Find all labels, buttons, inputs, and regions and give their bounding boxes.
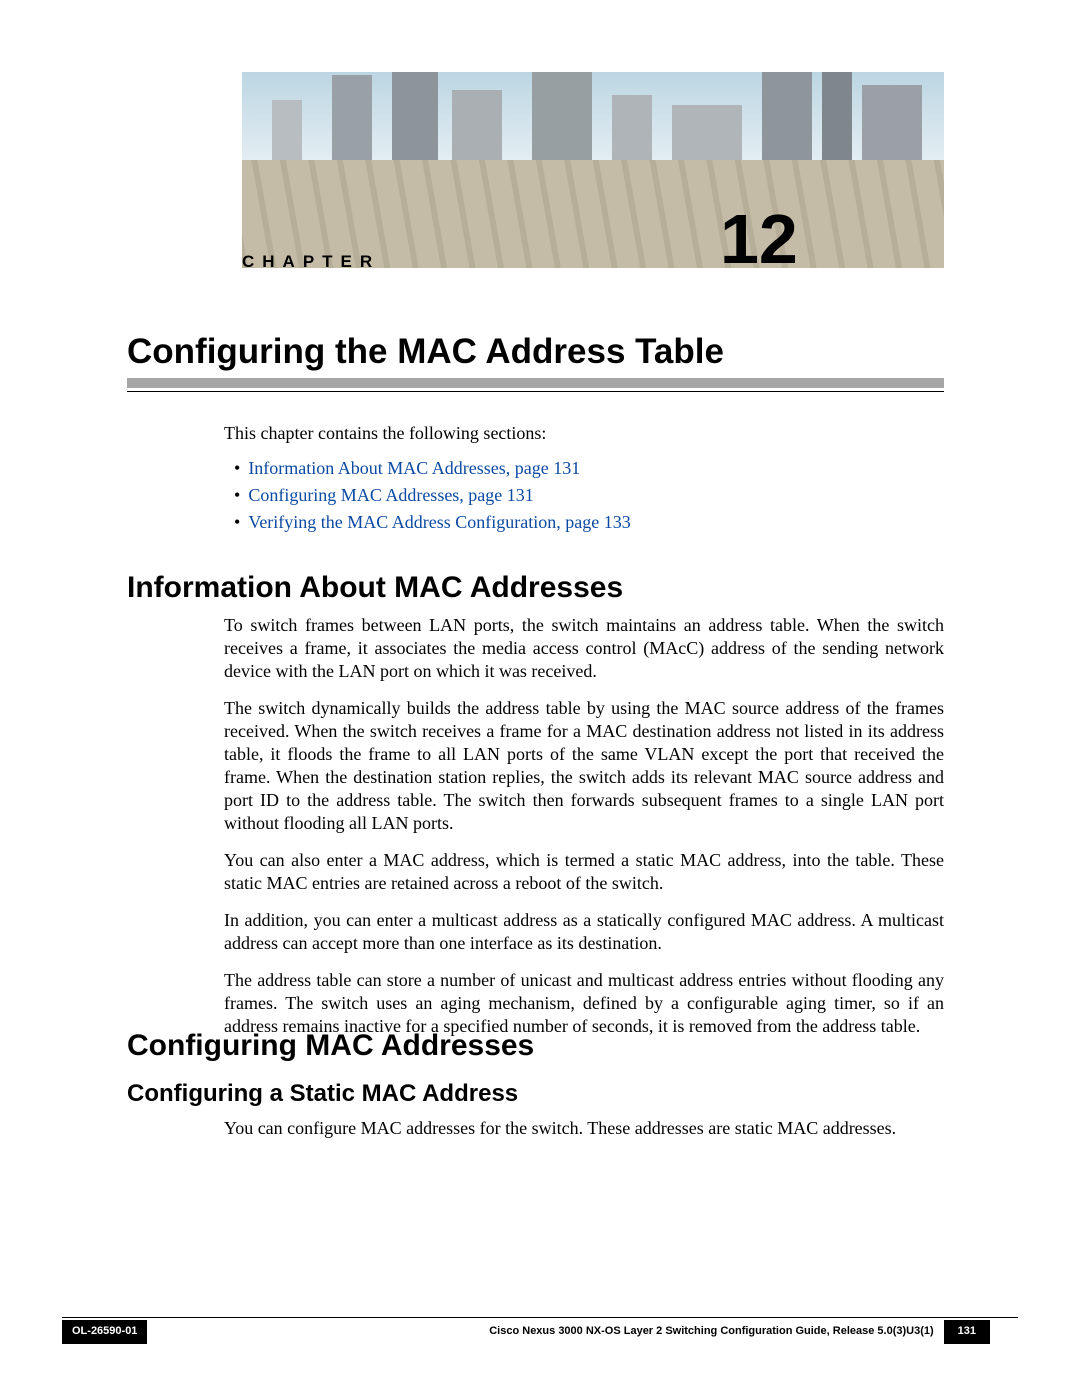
section-heading-info: Information About MAC Addresses — [127, 571, 623, 605]
toc-item: Information About MAC Addresses, page 13… — [248, 458, 944, 479]
chapter-label: CHAPTER — [242, 252, 380, 272]
subsection-heading-static: Configuring a Static MAC Address — [127, 1080, 518, 1108]
section-body-config: You can configure MAC addresses for the … — [224, 1118, 944, 1139]
toc-link[interactable]: Configuring MAC Addresses, page 131 — [248, 485, 533, 505]
page-footer: OL-26590-01 Cisco Nexus 3000 NX-OS Layer… — [62, 1317, 1018, 1357]
intro-block: This chapter contains the following sect… — [224, 423, 944, 539]
chapter-number: 12 — [720, 204, 798, 274]
paragraph: To switch frames between LAN ports, the … — [224, 614, 944, 683]
title-block: Configuring the MAC Address Table — [127, 332, 944, 392]
toc-link[interactable]: Verifying the MAC Address Configuration,… — [248, 512, 630, 532]
page-title: Configuring the MAC Address Table — [127, 332, 944, 372]
intro-text: This chapter contains the following sect… — [224, 423, 944, 444]
section-body-info: To switch frames between LAN ports, the … — [224, 614, 944, 1053]
section-heading-config: Configuring MAC Addresses — [127, 1029, 534, 1063]
paragraph: In addition, you can enter a multicast a… — [224, 909, 944, 955]
page: CHAPTER 12 Configuring the MAC Address T… — [0, 0, 1080, 1397]
footer-page-number: 131 — [944, 1320, 990, 1344]
toc-link[interactable]: Information About MAC Addresses, page 13… — [248, 458, 580, 478]
toc-list: Information About MAC Addresses, page 13… — [224, 458, 944, 533]
paragraph: The switch dynamically builds the addres… — [224, 697, 944, 835]
paragraph: You can configure MAC addresses for the … — [224, 1118, 896, 1138]
toc-item: Configuring MAC Addresses, page 131 — [248, 485, 944, 506]
footer-doc-id: OL-26590-01 — [62, 1320, 147, 1344]
toc-item: Verifying the MAC Address Configuration,… — [248, 512, 944, 533]
chapter-banner-image — [242, 72, 944, 268]
paragraph: You can also enter a MAC address, which … — [224, 849, 944, 895]
footer-guide-title: Cisco Nexus 3000 NX-OS Layer 2 Switching… — [147, 1320, 943, 1344]
